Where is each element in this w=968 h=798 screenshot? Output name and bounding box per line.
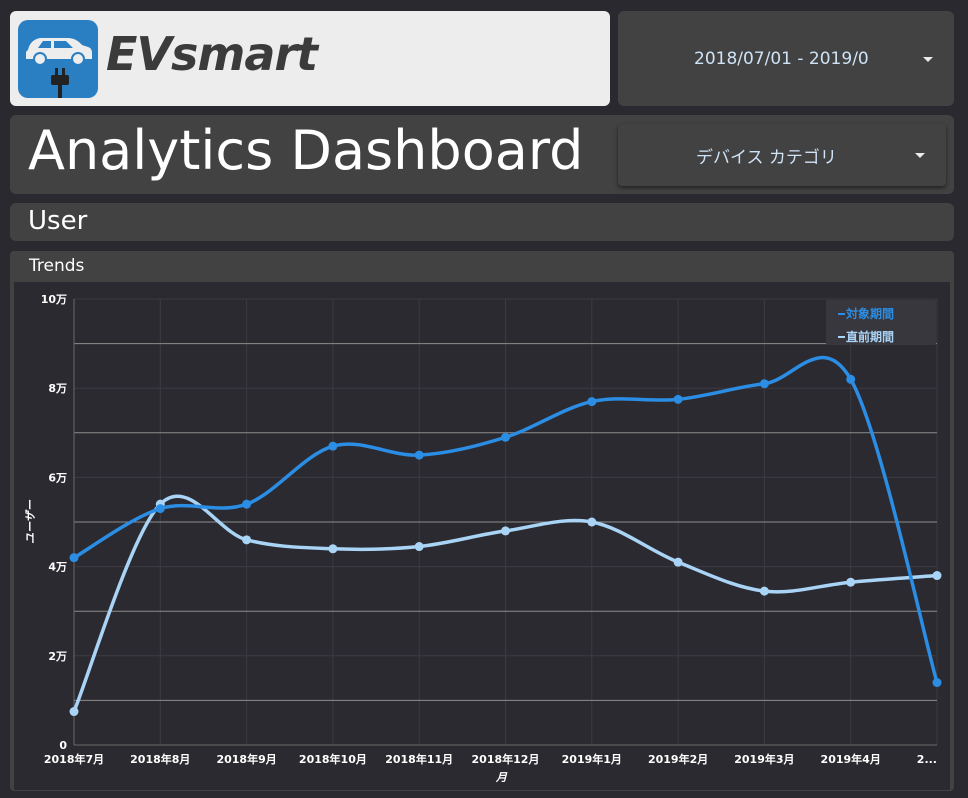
section-header: User (10, 203, 954, 241)
data-point-previous (242, 535, 252, 545)
y-tick-label: 4万 (48, 561, 67, 574)
card-title: Trends (29, 256, 85, 276)
data-point-previous (587, 517, 597, 527)
logo-panel: EVsmart (10, 11, 610, 106)
data-point-previous (328, 544, 338, 554)
brand-name: EVsmart (106, 27, 318, 81)
data-point-previous (846, 577, 856, 587)
data-point-previous (759, 586, 769, 596)
y-axis-title: ユーザー (24, 499, 37, 544)
x-tick-label: 2019年1月 (562, 752, 622, 766)
data-point-current (501, 432, 510, 442)
data-point-current (846, 374, 856, 384)
x-tick-label: 2018年10月 (299, 752, 367, 766)
x-tick-label: 2018年7月 (44, 752, 104, 766)
y-tick-label: 2万 (48, 650, 67, 663)
data-point-current (69, 553, 79, 563)
date-range-value: 2018/07/01 - 2019/0 (694, 48, 869, 69)
section-title: User (28, 206, 88, 236)
x-tick-label: 2018年12月 (472, 752, 540, 766)
device-category-label: デバイス カテゴリ (696, 147, 837, 168)
x-tick-label: 2019年4月 (821, 752, 881, 766)
y-tick-label: 10万 (41, 293, 67, 306)
y-tick-label: 8万 (48, 382, 67, 395)
data-point-previous (414, 542, 424, 552)
x-tick-label: 2018年8月 (130, 752, 190, 766)
data-point-current (414, 450, 424, 460)
ev-plug-logo-icon (18, 20, 98, 98)
y-tick-label: 6万 (48, 471, 67, 484)
chevron-down-icon (915, 153, 925, 158)
x-tick-label: 2018年11月 (385, 752, 453, 766)
data-point-current (932, 678, 942, 688)
date-range-picker[interactable]: 2018/07/01 - 2019/0 (618, 11, 954, 106)
x-tick-label: 2019年2月 (648, 752, 708, 766)
legend-entry: 直前期間 (846, 329, 894, 344)
data-point-previous (932, 571, 942, 581)
data-point-previous (69, 707, 79, 717)
x-axis-title: 月 (495, 771, 508, 784)
legend-box (826, 300, 936, 345)
data-point-current (587, 397, 597, 407)
page-title: Analytics Dashboard (28, 119, 584, 182)
chevron-down-icon (923, 57, 933, 62)
series-line-previous (72, 494, 939, 714)
legend-entry: 対象期間 (845, 306, 894, 321)
x-tick-label: 2... (917, 753, 937, 766)
data-point-previous (501, 526, 510, 536)
data-point-previous (673, 557, 683, 567)
data-point-current (759, 379, 769, 389)
x-tick-label: 2018年9月 (216, 752, 276, 766)
data-point-current (673, 394, 683, 404)
data-point-current (242, 499, 252, 509)
device-category-dropdown[interactable]: デバイス カテゴリ (618, 124, 946, 186)
data-point-current (328, 441, 338, 451)
x-tick-label: 2019年3月 (734, 752, 794, 766)
series-line-current (72, 355, 939, 685)
y-tick-label: 0 (59, 739, 67, 752)
data-point-current (155, 504, 165, 514)
